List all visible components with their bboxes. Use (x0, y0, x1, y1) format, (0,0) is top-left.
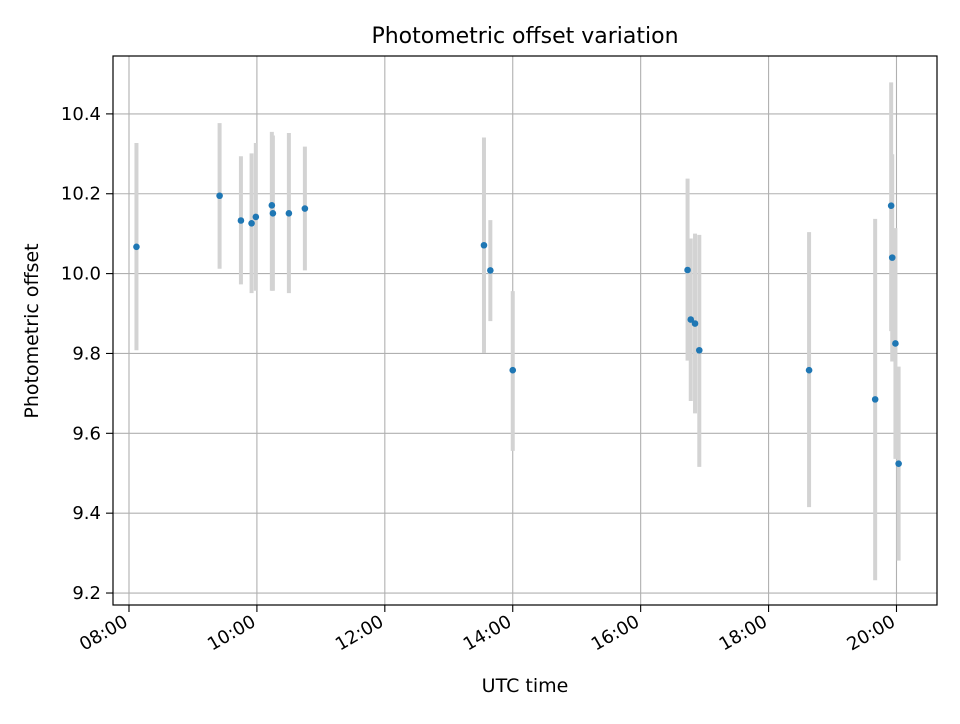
data-point (805, 366, 813, 374)
data-point (509, 366, 517, 374)
y-tick-label: 10.4 (61, 104, 101, 125)
y-tick-label: 10.0 (61, 264, 101, 285)
y-tick-label: 9.8 (72, 343, 101, 364)
y-tick-label: 9.4 (72, 503, 101, 524)
data-points (133, 192, 902, 467)
y-axis-ticks: 9.2 9.4 9.6 9.8 10.0 10.2 10.4 (61, 104, 113, 604)
y-tick-label: 9.6 (72, 423, 101, 444)
data-point (888, 254, 896, 261)
data-point (695, 346, 703, 354)
data-point (285, 210, 293, 217)
data-point (480, 241, 488, 249)
data-point (871, 396, 879, 403)
y-tick-label: 10.2 (61, 184, 101, 205)
data-point (691, 320, 699, 327)
plot-area-frame (112, 55, 938, 606)
data-point (269, 210, 277, 217)
data-point (216, 192, 223, 200)
data-point (684, 266, 691, 274)
x-axis-label: UTC time (482, 675, 569, 697)
data-point (237, 217, 245, 224)
data-point (487, 267, 494, 274)
data-point (687, 316, 695, 323)
data-point (301, 205, 309, 212)
data-point (895, 460, 902, 467)
data-point (252, 213, 260, 221)
data-point (887, 202, 895, 210)
chart-title: Photometric offset variation (371, 24, 678, 49)
data-point (248, 219, 255, 227)
data-point (133, 243, 140, 251)
data-point (268, 202, 276, 209)
y-axis-label: Photometric offset (21, 243, 43, 418)
y-tick-label: 9.2 (72, 583, 101, 604)
data-point (892, 340, 899, 347)
